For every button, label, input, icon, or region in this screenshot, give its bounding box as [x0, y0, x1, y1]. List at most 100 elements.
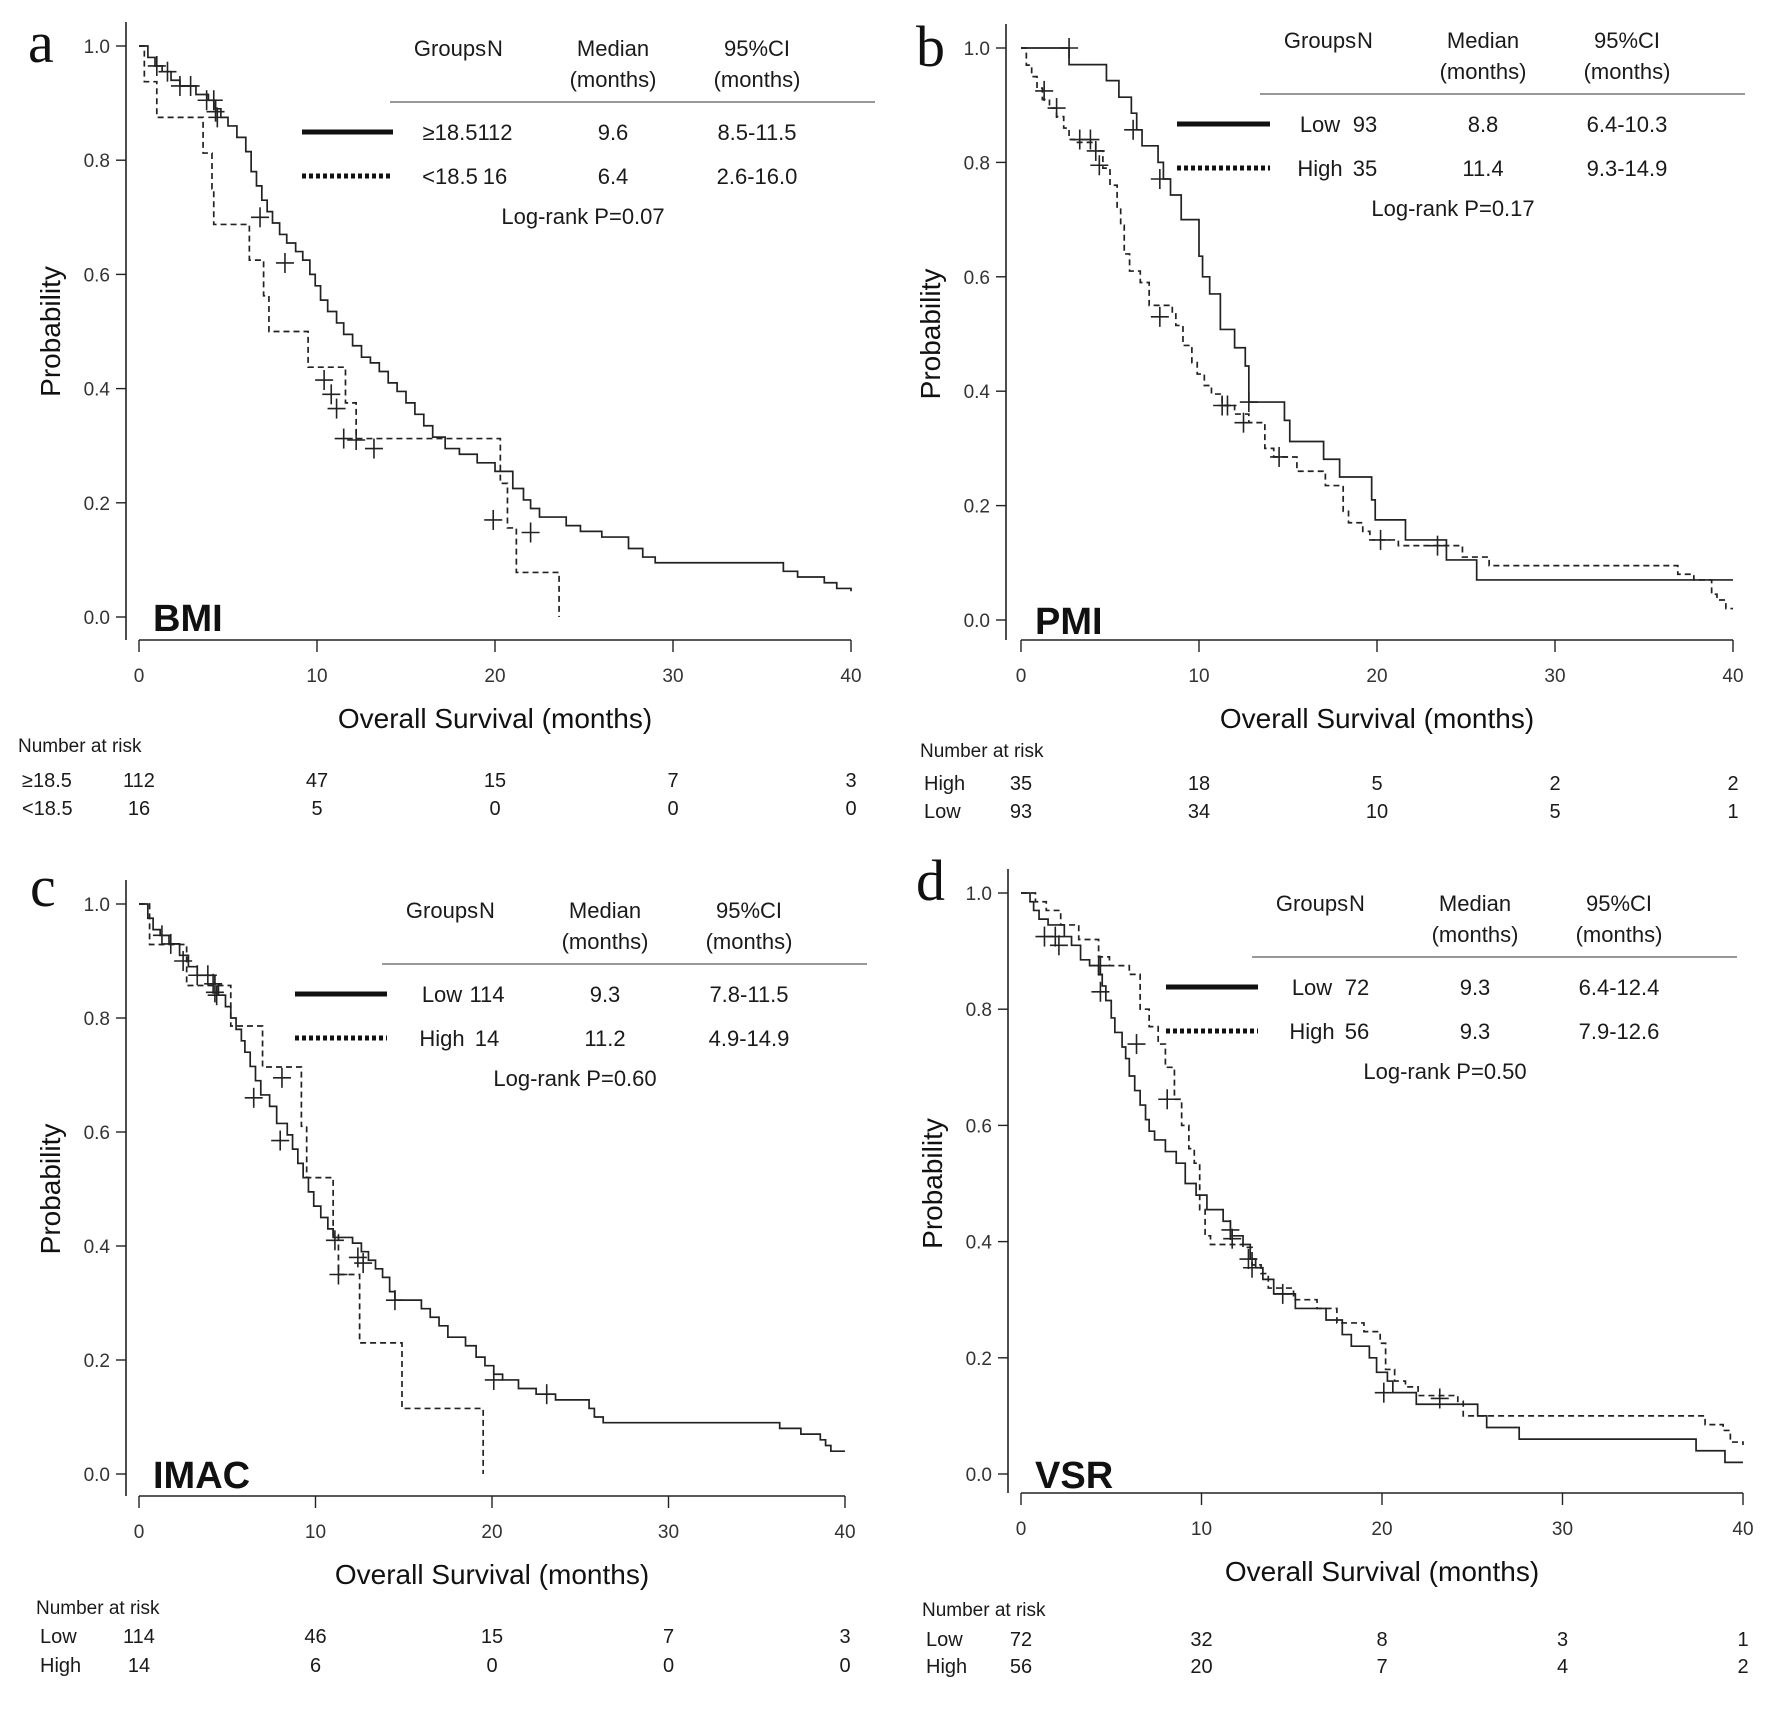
x-tick-label: 40 [834, 1522, 855, 1543]
risk-count: 15 [481, 1626, 503, 1648]
legend-header-unit: (months) [562, 929, 649, 954]
legend-header-unit: (months) [706, 929, 793, 954]
risk-count: 7 [1376, 1656, 1387, 1678]
censor-mark [1428, 535, 1447, 556]
legend-header: Groups [1284, 28, 1356, 53]
legend-ci: 6.4-10.3 [1587, 112, 1668, 137]
censor-mark [1234, 412, 1253, 433]
censor-mark [1046, 926, 1065, 947]
x-tick-label: 10 [305, 1522, 326, 1543]
survival-curve-solid [1021, 47, 1733, 581]
legend-n: 56 [1345, 1019, 1369, 1044]
censor-mark [1035, 80, 1054, 101]
censor-mark [158, 61, 177, 82]
legend-row: High 56 9.3 7.9-12.6 [1166, 1019, 1659, 1044]
censor-mark [1127, 1034, 1146, 1055]
legend-header-unit: (months) [570, 67, 657, 92]
y-tick-label: 0.4 [966, 1233, 993, 1254]
risk-count: 112 [123, 770, 155, 792]
x-tick-label: 0 [1016, 1519, 1027, 1540]
x-tick-label: 20 [1371, 1519, 1392, 1540]
survival-curve-dashed [1021, 47, 1733, 610]
legend-header: N [1349, 891, 1365, 916]
panel-letter: d [916, 848, 945, 913]
legend-n: 14 [475, 1026, 499, 1051]
legend-header: N [487, 36, 503, 61]
risk-row-label: ≥18.5 [22, 770, 72, 792]
legend-ci: 6.4-12.4 [1579, 975, 1660, 1000]
risk-count: 18 [1188, 773, 1210, 795]
censor-mark [181, 75, 200, 96]
x-tick-label: 30 [662, 666, 683, 687]
censor-mark [1239, 1249, 1258, 1270]
legend-n: 35 [1353, 156, 1377, 181]
x-axis-title: Overall Survival (months) [1220, 703, 1534, 734]
censor-mark [325, 1230, 344, 1251]
risk-count: 32 [1190, 1629, 1212, 1651]
risk-count: 8 [1376, 1629, 1387, 1651]
legend-median: 9.6 [598, 120, 629, 145]
risk-count: 5 [1549, 801, 1560, 823]
legend-row: ≥18.5 112 9.6 8.5-11.5 [302, 120, 797, 145]
legend-row: Low 114 9.3 7.8-11.5 [295, 982, 789, 1007]
variable-label: VSR [1035, 1455, 1113, 1497]
legend-header-unit: (months) [1576, 922, 1663, 947]
censor-mark [1158, 1089, 1177, 1110]
risk-row-label: High [40, 1655, 81, 1677]
y-tick-label: 0.2 [964, 497, 990, 518]
risk-count: 0 [667, 798, 678, 820]
risk-count: 3 [839, 1626, 850, 1648]
legend-header: N [1357, 28, 1373, 53]
censor-mark [152, 925, 171, 946]
risk-row-label: High [926, 1656, 967, 1678]
legend-ci: 8.5-11.5 [717, 120, 796, 145]
legend-header: Groups [406, 898, 478, 923]
y-tick-label: 0.6 [964, 268, 990, 289]
censor-mark [1221, 1219, 1240, 1240]
legend-n: 112 [477, 120, 512, 145]
censor-mark [334, 428, 353, 449]
risk-count: 3 [845, 770, 856, 792]
x-tick-label: 10 [1188, 666, 1209, 687]
panel-letter: c [30, 854, 56, 919]
censor-mark [521, 522, 540, 543]
legend-median: 8.8 [1468, 112, 1499, 137]
risk-count: 93 [1010, 801, 1032, 823]
y-tick-label: 1.0 [964, 39, 990, 60]
censor-mark [322, 384, 341, 405]
risk-count: 0 [486, 1655, 497, 1677]
risk-row-label: <18.5 [22, 798, 73, 820]
censor-mark [537, 1384, 556, 1405]
risk-table-title: Number at risk [36, 1598, 160, 1619]
censor-mark [385, 1290, 404, 1311]
y-tick-label: 0.0 [84, 608, 110, 629]
risk-row-label: Low [924, 801, 961, 823]
legend-group: High [1289, 1019, 1334, 1044]
x-axis-title: Overall Survival (months) [338, 703, 652, 734]
censor-mark [1060, 38, 1079, 58]
legend-group: Low [422, 982, 462, 1007]
legend-n: 93 [1353, 112, 1377, 137]
censor-mark [1091, 955, 1110, 976]
x-tick-label: 0 [134, 666, 145, 687]
risk-count: 7 [667, 770, 678, 792]
legend-ci: 7.8-11.5 [709, 982, 788, 1007]
logrank-p: Log-rank P=0.60 [493, 1066, 656, 1091]
y-tick-label: 0.6 [966, 1116, 992, 1137]
x-tick-label: 10 [1191, 1519, 1212, 1540]
censor-mark [1218, 395, 1237, 416]
x-tick-label: 40 [1732, 1519, 1753, 1540]
x-tick-label: 30 [658, 1522, 679, 1543]
legend-n: 114 [469, 982, 504, 1007]
risk-table-row: High 14 6 0 0 0 [40, 1655, 851, 1677]
y-axis-title: Probability [915, 269, 946, 400]
risk-count: 2 [1737, 1656, 1748, 1678]
censor-mark [275, 252, 294, 273]
y-tick-label: 0.8 [84, 151, 110, 172]
legend-row: <18.5 16 6.4 2.6-16.0 [302, 164, 797, 189]
risk-table-row: High 56 20 7 4 2 [926, 1656, 1749, 1678]
risk-table-title: Number at risk [922, 1600, 1046, 1621]
legend-header: Groups [414, 36, 486, 61]
